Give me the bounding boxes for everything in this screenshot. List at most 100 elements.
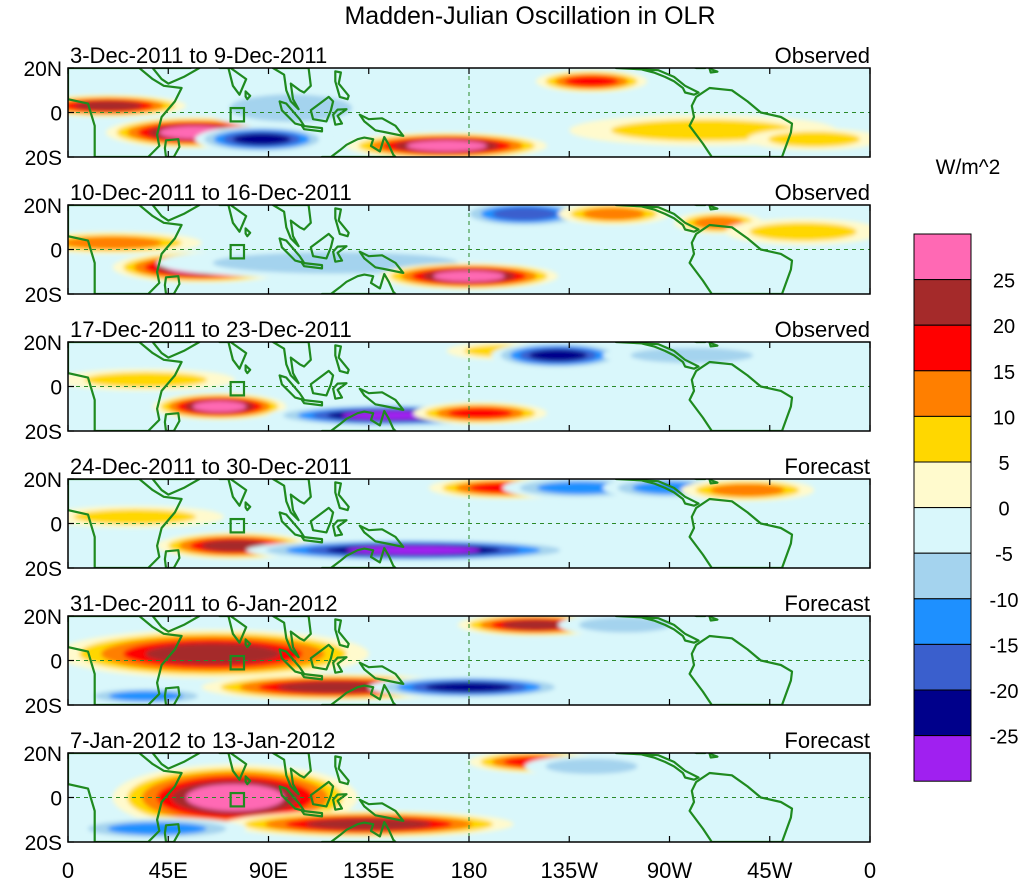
colorbar-box <box>913 461 972 509</box>
coastline <box>320 683 397 705</box>
panel-period-label: 17-Dec-2011 to 23-Dec-2011 <box>70 317 352 342</box>
colorbar-label: 25 <box>993 271 1015 293</box>
y-tick-label: 20N <box>23 469 62 492</box>
anomaly-contour <box>502 620 570 630</box>
coastline <box>68 68 183 157</box>
panel-3: 20N 0 20S 17-Dec-2011 to 23-Dec-2011 Observe… <box>23 317 871 444</box>
x-tick-label: 0 <box>62 858 74 883</box>
anomaly-contour <box>492 207 557 221</box>
anomaly-contour <box>192 401 247 412</box>
coastline <box>151 205 201 222</box>
coastline <box>688 497 794 568</box>
panel-period-label: 10-Dec-2011 to 16-Dec-2011 <box>70 180 352 205</box>
panel-kind-label: Forecast <box>784 728 870 753</box>
coastline <box>151 616 201 633</box>
coastline <box>358 387 405 411</box>
x-tick-label: 90E <box>249 858 288 883</box>
coastline <box>688 86 794 157</box>
coastline <box>271 342 312 385</box>
x-tick-label: 135W <box>541 858 599 883</box>
coastlines <box>68 616 794 705</box>
y-tick-label: 0 <box>50 651 62 674</box>
y-tick-label: 20S <box>25 832 62 855</box>
anomaly-field <box>68 753 659 840</box>
anomaly-contour <box>186 784 285 811</box>
y-tick-label: 0 <box>50 788 62 811</box>
x-tick-label: 45E <box>149 858 188 883</box>
x-tick-label: 45W <box>747 858 792 883</box>
coastline <box>309 369 335 397</box>
coastline <box>300 809 324 818</box>
anomaly-contour <box>537 481 624 495</box>
coastline <box>309 780 335 808</box>
coastline <box>218 753 248 781</box>
coastline <box>334 755 350 786</box>
coastline <box>68 753 183 842</box>
coastline <box>332 245 348 263</box>
coastline <box>300 261 324 270</box>
index-region-box <box>229 654 246 671</box>
colorbar-label: 5 <box>998 453 1009 475</box>
coastlines <box>68 68 794 157</box>
coastline <box>151 753 201 770</box>
anomaly-contour <box>710 483 785 497</box>
coastline <box>300 672 324 681</box>
coastline <box>334 618 350 649</box>
y-tick-label: 20S <box>25 695 62 718</box>
coastline <box>244 90 252 101</box>
coastlines <box>68 205 794 294</box>
y-tick-label: 20N <box>23 332 62 355</box>
coastline <box>218 479 248 507</box>
coastline <box>708 342 719 348</box>
coastline <box>708 616 719 622</box>
coastline <box>163 275 181 294</box>
anomaly-contour <box>425 682 513 693</box>
coastline <box>218 205 248 233</box>
index-region-box <box>229 791 246 808</box>
anomaly-contour <box>277 681 394 693</box>
panel-kind-label: Forecast <box>784 454 870 479</box>
coastline <box>614 342 700 370</box>
panel-4: 20N 0 20S 24-Dec-2011 to 30-Dec-2011 Forecas… <box>23 454 871 581</box>
y-tick-label: 20N <box>23 58 62 81</box>
colorbar-box <box>913 507 972 554</box>
anomaly-contour <box>768 131 861 147</box>
coastline <box>68 342 183 431</box>
coastline <box>218 342 248 370</box>
anomaly-contour <box>212 252 458 274</box>
coastline <box>708 479 719 485</box>
coastline <box>271 753 312 796</box>
coastline <box>271 205 312 248</box>
anomaly-contour <box>529 349 588 362</box>
coastline <box>163 549 181 568</box>
anomaly-contour <box>74 101 142 111</box>
coastline <box>271 68 312 111</box>
anomaly-field <box>68 479 815 562</box>
coastline <box>358 661 405 686</box>
y-tick-label: 0 <box>50 240 62 263</box>
coastline <box>614 68 700 96</box>
anomaly-contour <box>610 119 795 142</box>
colorbar-label: 20 <box>993 316 1015 338</box>
coastline <box>688 360 794 431</box>
colorbar-label: 0 <box>998 499 1009 521</box>
coastline <box>151 479 201 496</box>
y-tick-label: 0 <box>50 377 62 400</box>
panel-period-label: 24-Dec-2011 to 30-Dec-2011 <box>70 454 352 479</box>
coastline <box>358 113 405 137</box>
coastline <box>163 686 181 705</box>
coastline <box>309 643 335 671</box>
anomaly-contour <box>433 270 505 282</box>
colorbar-label: -20 <box>990 681 1019 703</box>
anomaly-field <box>68 70 870 157</box>
y-tick-label: 0 <box>50 514 62 537</box>
coastline <box>68 479 183 568</box>
coastline <box>68 205 183 294</box>
y-tick-label: 20N <box>23 195 62 218</box>
coastline <box>244 364 252 375</box>
coastline <box>320 272 397 294</box>
colorbar-box <box>913 415 972 463</box>
index-region-box <box>229 106 246 123</box>
coastline <box>334 481 350 512</box>
x-tick-label: 180 <box>451 858 488 883</box>
